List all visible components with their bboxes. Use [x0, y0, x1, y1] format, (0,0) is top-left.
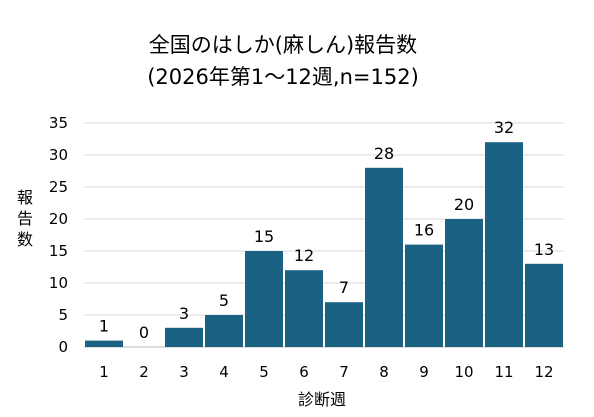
data-label: 32 — [494, 118, 514, 137]
y-tick-label: 10 — [49, 274, 68, 292]
chart-title: 全国のはしか(麻しん)報告数 — [149, 33, 417, 57]
data-label: 16 — [414, 221, 434, 240]
x-tick-label: 12 — [534, 363, 553, 381]
x-tick-label: 2 — [139, 363, 149, 381]
y-axis-ticks: 0 5 10 15 20 25 30 35 — [49, 114, 68, 356]
data-labels: 1 0 3 5 15 12 7 28 16 20 32 13 — [99, 118, 554, 342]
x-axis-title: 診断週 — [298, 390, 346, 409]
bar — [285, 270, 323, 347]
x-tick-label: 8 — [379, 363, 389, 381]
y-tick-label: 15 — [49, 242, 68, 260]
x-tick-label: 10 — [454, 363, 473, 381]
x-tick-label: 9 — [419, 363, 429, 381]
data-label: 5 — [219, 291, 229, 310]
bars — [85, 142, 563, 347]
data-label: 12 — [294, 246, 314, 265]
data-label: 20 — [454, 195, 474, 214]
gridlines — [84, 122, 564, 348]
y-tick-label: 0 — [58, 338, 68, 356]
bar — [525, 263, 563, 347]
y-tick-label: 35 — [49, 114, 68, 132]
x-axis-ticks: 1 2 3 4 5 6 7 8 9 10 11 12 — [99, 363, 553, 381]
bar — [205, 315, 243, 347]
data-label: 7 — [339, 278, 349, 297]
x-tick-label: 7 — [339, 363, 349, 381]
data-label: 3 — [179, 304, 189, 323]
y-tick-label: 25 — [49, 178, 68, 196]
bar — [405, 244, 443, 347]
bar — [165, 327, 203, 347]
bar — [365, 167, 403, 347]
bar — [245, 251, 283, 347]
y-tick-label: 20 — [49, 210, 68, 228]
data-label: 28 — [374, 144, 394, 163]
data-label: 1 — [99, 317, 109, 336]
bar — [485, 142, 523, 347]
data-label: 15 — [254, 227, 274, 246]
y-tick-label: 30 — [49, 146, 68, 164]
x-tick-label: 3 — [179, 363, 189, 381]
x-tick-label: 5 — [259, 363, 269, 381]
bar — [85, 340, 123, 347]
x-tick-label: 4 — [219, 363, 229, 381]
bar — [445, 219, 483, 347]
y-axis-title: 報告数 — [17, 188, 33, 249]
x-tick-label: 1 — [99, 363, 109, 381]
x-tick-label: 6 — [299, 363, 309, 381]
data-label: 0 — [139, 323, 149, 342]
chart-subtitle: (2026年第1～12週,n=152) — [147, 65, 419, 89]
bar — [325, 302, 363, 347]
x-tick-label: 11 — [494, 363, 513, 381]
data-label: 13 — [534, 240, 554, 259]
y-tick-label: 5 — [58, 306, 68, 324]
